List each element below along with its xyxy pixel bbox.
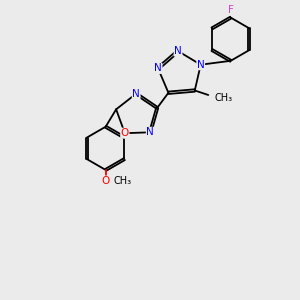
Text: CH₃: CH₃ [113,176,131,186]
Text: F: F [228,5,234,15]
Text: N: N [154,63,162,74]
Text: N: N [132,89,140,99]
Text: N: N [174,46,182,56]
Text: CH₃: CH₃ [214,93,232,103]
Text: N: N [146,127,154,137]
Text: O: O [101,176,110,186]
Text: N: N [197,60,205,70]
Text: O: O [121,128,129,138]
